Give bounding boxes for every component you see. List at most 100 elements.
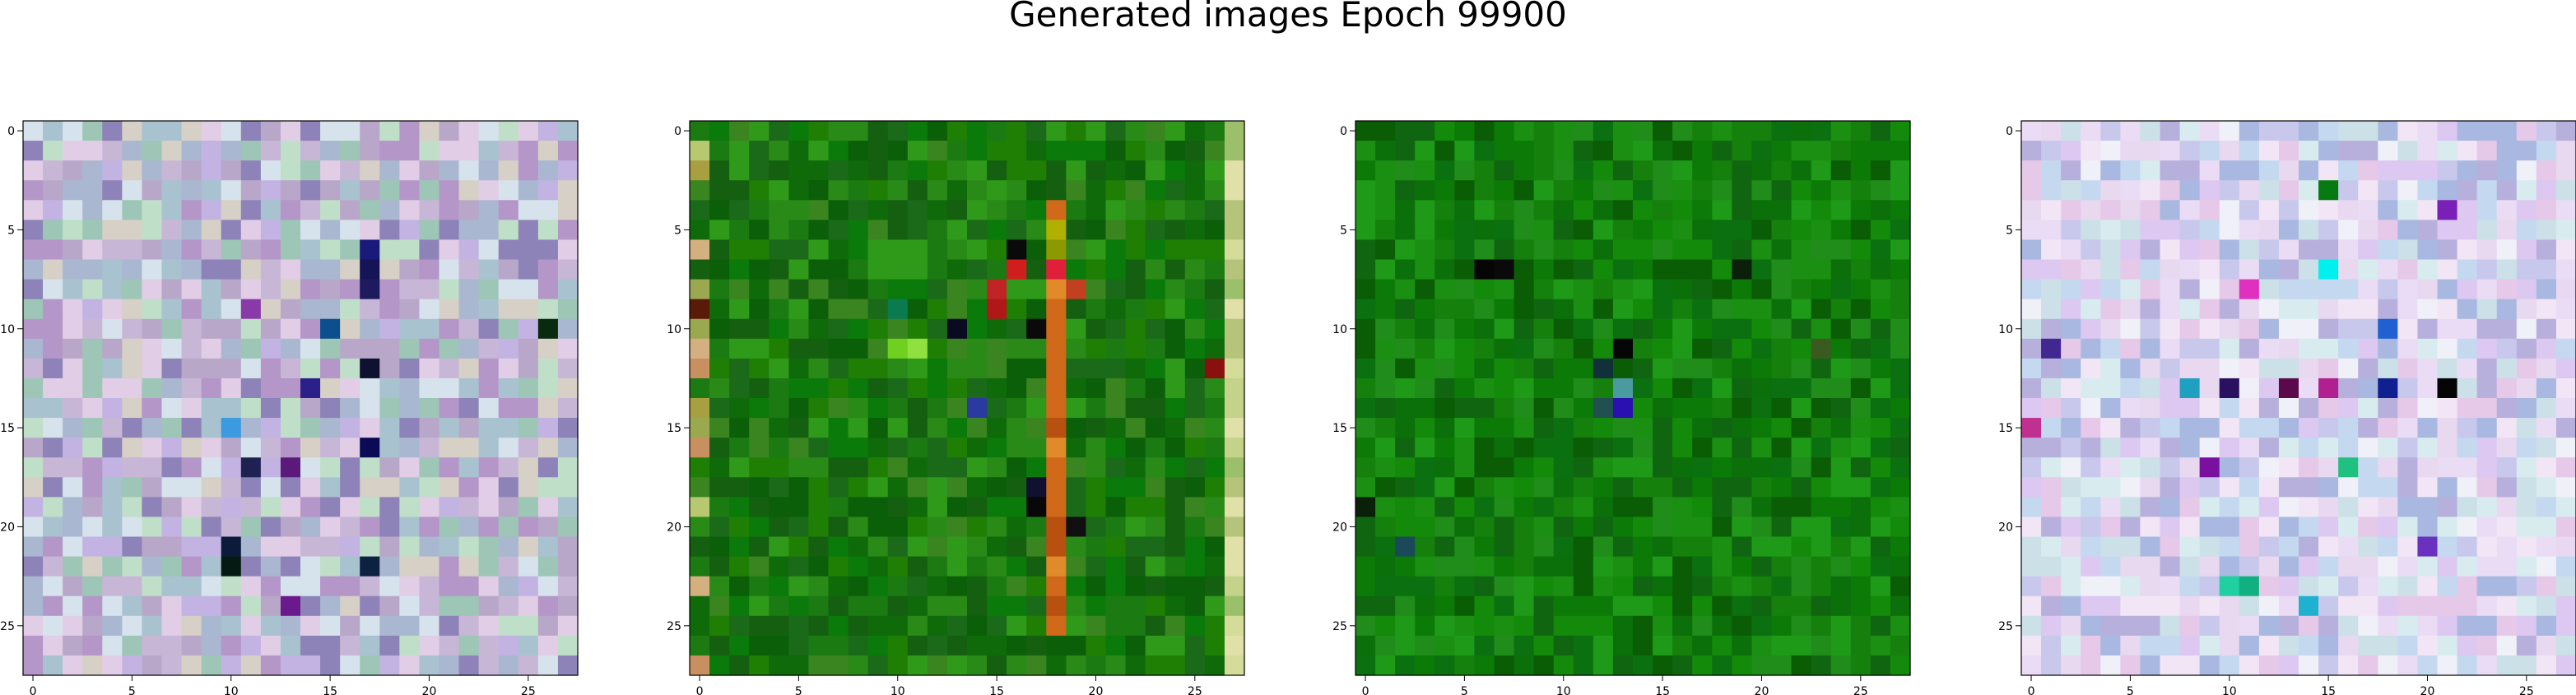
- pixel-cell: [1126, 656, 1146, 676]
- pixel-cell: [1712, 160, 1732, 181]
- pixel-cell: [2338, 359, 2359, 379]
- pixel-cell: [868, 398, 889, 419]
- pixel-cell: [1355, 596, 1376, 617]
- pixel-cell: [928, 497, 948, 517]
- pixel-cell: [1434, 457, 1455, 478]
- pixel-cell: [2061, 319, 2081, 340]
- pixel-cell: [1165, 160, 1186, 181]
- pixel-cell: [987, 517, 1007, 537]
- pixel-cell: [1574, 141, 1594, 161]
- pixel-cell: [1613, 517, 1634, 537]
- pixel-cell: [1415, 239, 1435, 260]
- pixel-cell: [1046, 497, 1067, 517]
- pixel-cell: [241, 319, 262, 340]
- pixel-cell: [360, 537, 380, 558]
- x-tick-label: 5: [1461, 685, 1468, 695]
- pixel-cell: [300, 517, 321, 537]
- pixel-cell: [399, 656, 420, 676]
- pixel-cell: [1225, 577, 1245, 597]
- pixel-cell: [122, 121, 142, 141]
- pixel-cell: [162, 497, 183, 517]
- pixel-cell: [2318, 616, 2339, 637]
- pixel-cell: [1871, 457, 1891, 478]
- pixel-cell: [1355, 517, 1376, 537]
- pixel-cell: [709, 378, 730, 399]
- pixel-cell: [2556, 537, 2576, 558]
- pixel-cell: [162, 260, 183, 280]
- pixel-cell: [499, 121, 519, 141]
- pixel-cell: [1613, 557, 1634, 577]
- pixel-cell: [102, 121, 123, 141]
- pixel-cell: [2397, 557, 2418, 577]
- pixel-cell: [1792, 616, 1812, 637]
- pixel-cell: [829, 537, 849, 558]
- pixel-cell: [518, 359, 539, 379]
- pixel-cell: [1007, 359, 1027, 379]
- pixel-cell: [43, 537, 63, 558]
- pixel-cell: [1732, 398, 1752, 419]
- pixel-cell: [479, 319, 500, 340]
- pixel-cell: [241, 121, 262, 141]
- pixel-cell: [1792, 339, 1812, 359]
- pixel-cell: [1772, 438, 1793, 458]
- pixel-cell: [459, 537, 480, 558]
- pixel-cell: [967, 339, 988, 359]
- pixel-cell: [2081, 577, 2101, 597]
- pixel-cell: [749, 557, 770, 577]
- pixel-cell: [2259, 378, 2280, 399]
- pixel-cell: [439, 596, 460, 617]
- pixel-cell: [2299, 220, 2319, 240]
- pixel-cell: [2200, 577, 2220, 597]
- pixel-cell: [2338, 457, 2359, 478]
- pixel-cell: [1613, 339, 1634, 359]
- pixel-cell: [1574, 616, 1594, 637]
- pixel-cell: [1633, 497, 1653, 517]
- pixel-cell: [43, 160, 63, 181]
- pixel-cell: [1165, 141, 1186, 161]
- pixel-cell: [1495, 636, 1515, 656]
- pixel-cell: [769, 457, 789, 478]
- pixel-cell: [1026, 656, 1047, 676]
- pixel-cell: [1495, 557, 1515, 577]
- pixel-cell: [2120, 656, 2141, 676]
- pixel-cell: [479, 438, 500, 458]
- pixel-cell: [63, 160, 83, 181]
- pixel-cell: [1454, 398, 1475, 419]
- pixel-cell: [1375, 457, 1396, 478]
- pixel-cell: [518, 457, 539, 478]
- pixel-cell: [221, 378, 242, 399]
- pixel-cell: [1772, 121, 1793, 141]
- pixel-cell: [947, 220, 968, 240]
- pixel-cell: [808, 497, 829, 517]
- pixel-cell: [2517, 537, 2537, 558]
- pixel-cell: [2338, 160, 2359, 181]
- pixel-cell: [928, 378, 948, 399]
- pixel-cell: [162, 160, 183, 181]
- pixel-cell: [479, 280, 500, 300]
- pixel-cell: [2259, 239, 2280, 260]
- pixel-cell: [518, 220, 539, 240]
- pixel-cell: [1205, 398, 1225, 419]
- pixel-cell: [908, 280, 928, 300]
- pixel-cell: [419, 378, 439, 399]
- pixel-cell: [1811, 398, 1832, 419]
- pixel-cell: [967, 141, 988, 161]
- pixel-cell: [439, 359, 460, 379]
- pixel-cell: [808, 299, 829, 320]
- pixel-cell: [1890, 141, 1911, 161]
- pixel-cell: [379, 359, 400, 379]
- pixel-cell: [2536, 260, 2557, 280]
- pixel-cell: [2536, 319, 2557, 340]
- pixel-cell: [63, 477, 83, 498]
- pixel-cell: [1890, 457, 1911, 478]
- pixel-cell: [690, 280, 710, 300]
- pixel-cell: [2100, 180, 2121, 201]
- pixel-cell: [1415, 200, 1435, 220]
- pixel-cell: [558, 636, 579, 656]
- pixel-cell: [2100, 200, 2121, 220]
- pixel-cell: [1126, 239, 1146, 260]
- pixel-cell: [300, 180, 321, 201]
- pixel-cell: [1574, 378, 1594, 399]
- pixel-cell: [928, 616, 948, 637]
- pixel-cell: [868, 378, 889, 399]
